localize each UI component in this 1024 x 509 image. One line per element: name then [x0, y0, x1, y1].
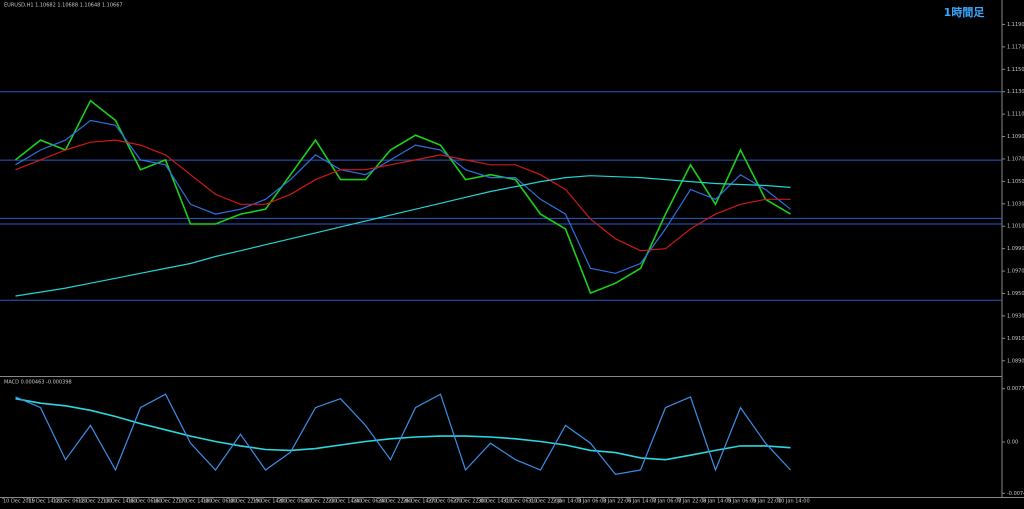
- x-tick-label: 8 Jan 14:00: [703, 499, 731, 505]
- x-tick-label: 27 Dec 06:00: [428, 499, 462, 505]
- y-tick-label: 1.09500: [1007, 291, 1024, 297]
- x-tick-label: 11 Dec 14:00: [28, 499, 62, 505]
- x-tick-label: 18 Dec 06:00: [203, 499, 237, 505]
- x-tick-label: 2 Jan 14:00: [553, 499, 581, 505]
- y-tick-label: 1.11700: [1007, 44, 1024, 50]
- x-tick-label: 31 Dec 06:00: [503, 499, 537, 505]
- x-tick-label: 20 Dec 22:00: [303, 499, 337, 505]
- y-tick-label: 1.11300: [1007, 89, 1024, 95]
- series-line: [15, 393, 791, 476]
- x-tick-label: 31 Dec 22:00: [528, 499, 562, 505]
- x-tick-label: 19 Dec 14:00: [253, 499, 287, 505]
- y-tick-label: 1.08900: [1007, 358, 1024, 364]
- timeframe-badge: 1時間足: [944, 5, 986, 19]
- x-tick-label: 12 Dec 06:00: [53, 499, 87, 505]
- indicator-title: MACD 0.000463 -0.000398: [4, 380, 72, 386]
- y-tick-label: 1.11500: [1007, 67, 1024, 73]
- y-tick-label: 1.09300: [1007, 313, 1024, 319]
- x-tick-label: 16 Dec 06:00: [128, 499, 162, 505]
- y-tick-label: 1.09700: [1007, 269, 1024, 275]
- series-line: [15, 99, 791, 295]
- y-tick-label: 1.10500: [1007, 179, 1024, 185]
- x-tick-label: 23 Dec 14:00: [328, 499, 362, 505]
- x-tick-label: 18 Dec 22:00: [228, 499, 262, 505]
- y-tick-label: 0.00774: [1007, 386, 1024, 392]
- x-tick-label: 26 Dec 14:00: [403, 499, 437, 505]
- y-tick-label: 1.10700: [1007, 156, 1024, 162]
- y-tick-label: 1.11100: [1007, 112, 1024, 118]
- y-tick-label: 1.10900: [1007, 134, 1024, 140]
- series-line: [15, 397, 791, 461]
- x-tick-label: 27 Dec 22:00: [453, 499, 487, 505]
- x-tick-label: 7 Jan 06:00: [653, 499, 681, 505]
- y-tick-label: -0.00741: [1007, 491, 1024, 497]
- series-line: [15, 119, 791, 274]
- x-tick-label: 6 Jan 14:00: [628, 499, 656, 505]
- x-tick-label: 12 Dec 22:00: [78, 499, 112, 505]
- x-tick-label: 24 Dec 22:00: [378, 499, 412, 505]
- x-tick-label: 24 Dec 06:00: [353, 499, 387, 505]
- chart-title: EURUSD,H1 1.10682 1.10688 1.10648 1.1066…: [4, 3, 123, 9]
- x-tick-label: 9 Jan 06:00: [728, 499, 756, 505]
- y-tick-label: 1.10300: [1007, 201, 1024, 207]
- series-line: [15, 139, 791, 252]
- x-tick-label: 16 Dec 22:00: [153, 499, 187, 505]
- x-tick-label: 3 Jan 22:00: [603, 499, 631, 505]
- x-tick-label: 10 Dec 2019: [3, 499, 35, 505]
- x-tick-label: 7 Jan 22:00: [678, 499, 706, 505]
- y-tick-label: 1.10100: [1007, 224, 1024, 230]
- x-tick-label: 9 Jan 22:00: [753, 499, 781, 505]
- x-tick-label: 10 Jan 14:00: [778, 499, 810, 505]
- y-tick-label: 0.00: [1007, 440, 1018, 446]
- x-tick-label: 13 Dec 14:00: [103, 499, 137, 505]
- x-tick-label: 20 Dec 06:00: [278, 499, 312, 505]
- series-line: [15, 175, 791, 297]
- x-tick-label: 17 Dec 14:00: [178, 499, 212, 505]
- y-tick-label: 1.09100: [1007, 336, 1024, 342]
- x-tick-label: 3 Jan 06:00: [578, 499, 606, 505]
- y-tick-label: 1.09900: [1007, 246, 1024, 252]
- x-tick-label: 30 Dec 14:00: [478, 499, 512, 505]
